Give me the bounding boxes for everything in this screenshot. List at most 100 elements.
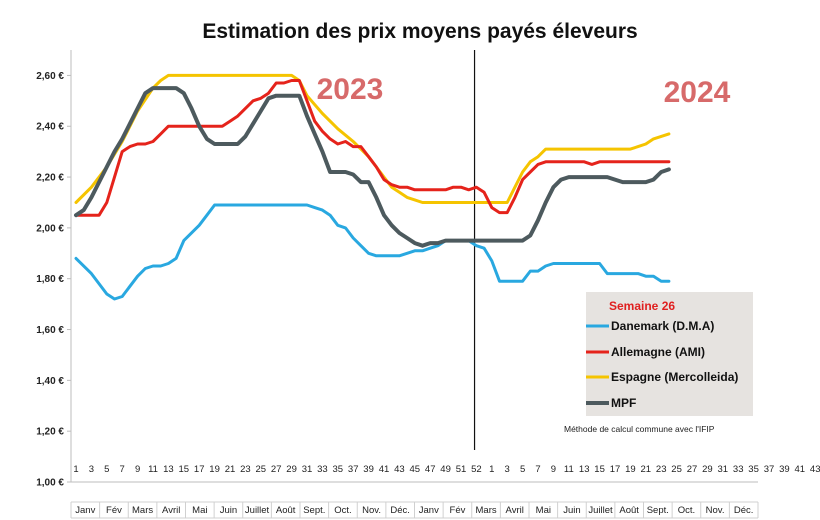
month-label: Mars [476,505,497,516]
x-week-label: 3 [89,464,94,475]
x-week-label: 41 [795,464,806,475]
y-tick-label: 1,60 € [36,325,64,336]
x-week-label: 17 [194,464,205,475]
x-week-label: 25 [671,464,682,475]
x-week-label: 45 [410,464,421,475]
month-label: Juillet [245,505,270,516]
legend-background [586,292,753,416]
x-week-label: 17 [610,464,621,475]
x-week-label: 1 [73,464,78,475]
month-label: Fév [106,505,122,516]
year-labels: 2023 2024 [317,73,731,109]
x-week-label: 1 [489,464,494,475]
x-week-label: 29 [286,464,297,475]
method-note: Méthode de calcul commune avec l'IFIP [564,424,715,434]
x-week-label: 31 [302,464,313,475]
x-week-label: 11 [148,464,158,475]
x-week-label: 19 [625,464,636,475]
x-week-label: 37 [764,464,775,475]
legend-title: Semaine 26 [609,299,675,313]
y-tick-label: 2,20 € [36,173,64,184]
month-label: Nov. [362,505,381,516]
legend-label: Allemagne (AMI) [611,345,705,359]
year-label-2023: 2023 [317,73,384,106]
x-week-label: 52 [471,464,482,475]
y-tick-label: 1,80 € [36,274,64,285]
year-label-2024: 2024 [664,76,731,109]
month-label: Juin [220,505,237,516]
month-label: Mars [132,505,153,516]
x-week-label: 21 [225,464,236,475]
series-line-espagne-mercolleida [74,73,671,204]
month-label: Mai [536,505,551,516]
month-label: Sept. [647,505,669,516]
legend-items: Danemark (D.M.A) Allemagne (AMI) Espagne (… [586,319,738,410]
x-week-label: 19 [209,464,220,475]
month-label: Déc. [390,505,410,516]
series-line-allemagne-ami [74,79,671,217]
x-week-label: 33 [317,464,328,475]
x-week-label: 29 [702,464,713,475]
x-week-label: 5 [520,464,525,475]
month-label: Janv [419,505,439,516]
y-tick-label: 1,00 € [36,478,64,489]
y-tick-label: 1,20 € [36,427,64,438]
x-week-label: 37 [348,464,359,475]
legend: Semaine 26 Danemark (D.M.A) Allemagne (AM… [586,292,753,416]
x-week-label: 27 [271,464,282,475]
legend-label: MPF [611,396,636,410]
y-tick-label: 2,60 € [36,71,64,82]
x-week-label: 5 [104,464,109,475]
x-week-label: 7 [120,464,125,475]
y-tick-label: 2,40 € [36,122,64,133]
x-week-label: 21 [641,464,652,475]
month-label: Mai [192,505,207,516]
month-label: Oct. [678,505,695,516]
x-week-label: 43 [394,464,405,475]
x-week-label: 49 [440,464,451,475]
x-week-label: 39 [779,464,790,475]
x-week-label: 31 [718,464,729,475]
month-label: Avril [506,505,524,516]
month-label: Sept. [303,505,325,516]
series-line-danemark-d-m-a [74,203,671,301]
x-week-label: 9 [551,464,556,475]
month-label: Nov. [706,505,725,516]
month-label: Fév [450,505,466,516]
series-line-mpf [74,86,671,248]
x-week-label: 39 [363,464,374,475]
x-week-label: 33 [733,464,744,475]
y-tick-label: 1,40 € [36,376,64,387]
x-week-label: 25 [256,464,267,475]
series-group [74,73,671,301]
x-week-label: 47 [425,464,436,475]
x-week-label: 43 [810,464,820,475]
month-label: Déc. [734,505,754,516]
x-week-label: 7 [535,464,540,475]
x-week-label: 15 [594,464,605,475]
x-week-label: 9 [135,464,140,475]
x-week-label: 3 [505,464,510,475]
month-label: Juin [563,505,580,516]
x-week-label: 23 [240,464,251,475]
chart-title: Estimation des prix moyens payés éleveur… [202,20,637,43]
x-week-label: 51 [456,464,467,475]
x-week-label: 13 [163,464,174,475]
month-label: Avril [162,505,180,516]
x-week-label: 23 [656,464,667,475]
month-label: Août [276,505,296,516]
month-label: Oct. [334,505,351,516]
month-label: Août [619,505,639,516]
x-week-label: 15 [179,464,190,475]
x-week-label: 35 [333,464,344,475]
x-week-label: 35 [748,464,759,475]
month-label: Juillet [588,505,613,516]
x-week-label: 13 [579,464,590,475]
month-label: Janv [75,505,95,516]
x-week-label: 11 [564,464,574,475]
axes: 1,00 € 1,20 € 1,40 € 1,60 € 1,80 € 2,00 € 2,20… [36,50,820,519]
legend-label: Danemark (D.M.A) [611,319,714,333]
legend-label: Espagne (Mercolleida) [611,370,738,384]
y-tick-label: 2,00 € [36,223,64,234]
